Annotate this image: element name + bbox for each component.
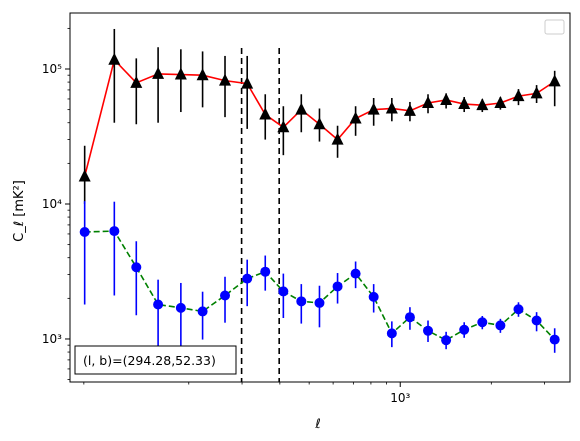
- data-point-circle: [386, 328, 397, 339]
- data-point-triangle: [494, 96, 507, 109]
- y-tick-label: 10³: [42, 332, 62, 346]
- data-point-triangle: [367, 102, 380, 115]
- data-point-triangle: [349, 111, 362, 124]
- y-tick-label: 10⁵: [42, 62, 62, 76]
- data-point-triangle: [385, 101, 398, 114]
- data-point-triangle: [259, 107, 272, 120]
- data-point-circle: [314, 297, 325, 308]
- data-point-circle: [109, 226, 120, 237]
- data-point-circle: [531, 315, 542, 326]
- data-point-triangle: [78, 169, 91, 182]
- data-point-circle: [197, 306, 208, 317]
- data-point-circle: [242, 273, 253, 284]
- data-point-triangle: [152, 66, 165, 79]
- data-point-circle: [153, 299, 164, 310]
- annotation-frame: [74, 345, 237, 375]
- data-point-circle: [495, 320, 506, 331]
- data-point-circle: [260, 266, 271, 277]
- data-point-triangle: [241, 76, 254, 89]
- data-point-triangle: [130, 75, 143, 88]
- annotation-text: (l, b)=(294.28,52.33): [83, 353, 216, 368]
- data-point-triangle: [530, 86, 543, 99]
- data-point-circle: [368, 291, 379, 302]
- data-point-circle: [549, 334, 560, 345]
- data-point-circle: [513, 304, 524, 315]
- data-point-circle: [220, 290, 231, 301]
- legend-box: [544, 19, 565, 35]
- data-point-triangle: [219, 73, 232, 86]
- data-point-circle: [423, 325, 434, 336]
- data-point-triangle: [196, 68, 209, 81]
- data-point-circle: [175, 302, 186, 313]
- data-point-triangle: [458, 97, 471, 110]
- axes: 10³ 10⁴ 10⁵ 10³: [42, 12, 571, 405]
- y-tick-label: 10⁴: [42, 197, 62, 211]
- data-point-circle: [459, 324, 470, 335]
- x-tick-label: 10³: [390, 391, 410, 405]
- data-point-triangle: [174, 67, 187, 80]
- data-point-circle: [477, 317, 488, 328]
- y-axis-label: C_ℓ [mK²]: [12, 180, 27, 242]
- data-point-circle: [131, 262, 142, 273]
- data-point-circle: [332, 281, 343, 292]
- data-point-triangle: [440, 92, 453, 105]
- data-point-triangle: [512, 89, 525, 102]
- data-point-circle: [296, 296, 307, 307]
- data-point-triangle: [108, 52, 121, 65]
- vertical-marker-lines: [240, 48, 280, 382]
- series-1: [78, 28, 561, 204]
- data-point-triangle: [548, 74, 561, 87]
- data-point-circle: [404, 312, 415, 323]
- data-point-circle: [441, 335, 452, 346]
- x-axis-label: ℓ: [314, 417, 320, 432]
- annotation-box: (l, b)=(294.28,52.33): [74, 345, 237, 375]
- series-2: [79, 201, 560, 355]
- data-point-circle: [79, 227, 90, 238]
- data-point-triangle: [295, 102, 308, 115]
- data-series: [78, 28, 561, 355]
- plot-frame: [69, 12, 571, 383]
- data-point-circle: [278, 286, 289, 297]
- data-point-circle: [350, 268, 361, 279]
- data-point-triangle: [331, 132, 344, 145]
- data-point-triangle: [476, 98, 489, 111]
- data-point-triangle: [277, 120, 290, 133]
- data-point-triangle: [422, 96, 435, 109]
- data-point-triangle: [313, 117, 326, 130]
- data-point-triangle: [403, 103, 416, 116]
